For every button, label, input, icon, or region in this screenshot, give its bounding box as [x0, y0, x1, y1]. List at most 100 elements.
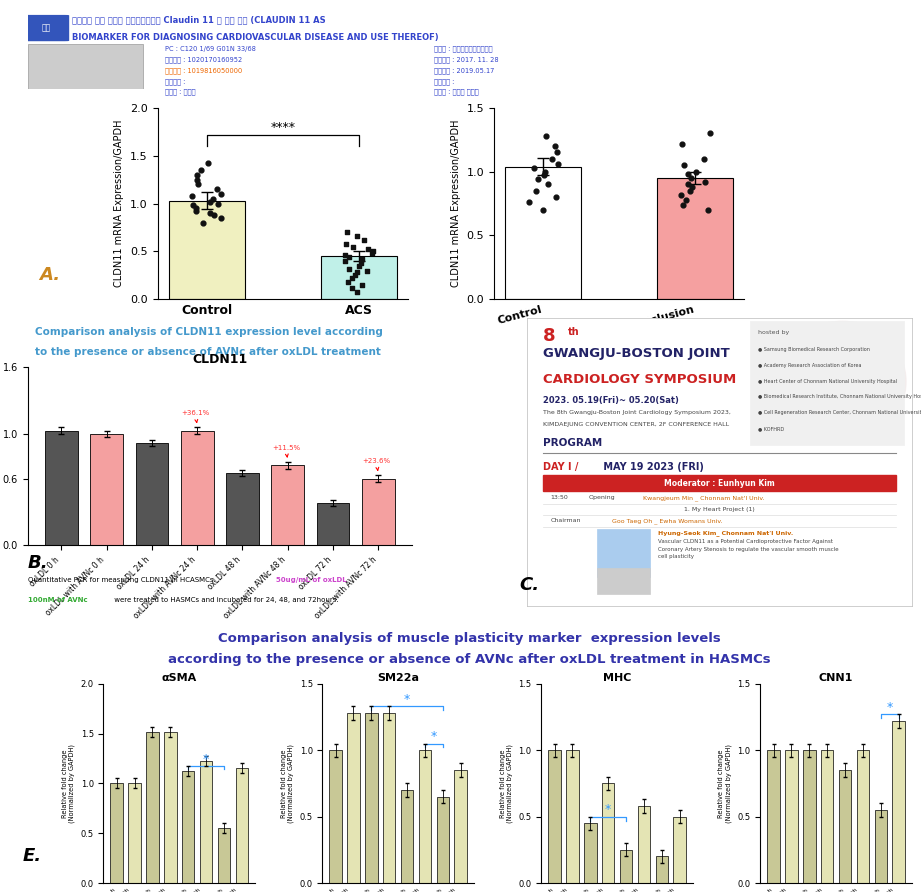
Bar [602, 783, 614, 883]
Title: CLDN11: CLDN11 [192, 353, 248, 367]
Text: were treated to HASMCs and incubated for 24, 48, and 72hours.: were treated to HASMCs and incubated for… [112, 597, 339, 603]
Point [206, 208, 221, 222]
Text: Chairman: Chairman [551, 518, 581, 523]
Bar [217, 829, 230, 883]
Point [211, 196, 226, 211]
Point [365, 246, 379, 260]
Point [213, 211, 227, 225]
Point [189, 204, 204, 219]
Bar [365, 713, 378, 883]
Point [342, 261, 356, 276]
Text: 특허: 특허 [41, 23, 51, 33]
Text: 50ug/mL of oxLDL: 50ug/mL of oxLDL [275, 576, 346, 582]
Bar [90, 434, 123, 545]
Bar [164, 731, 177, 883]
Text: 출원일자 : 2017. 11. 28: 출원일자 : 2017. 11. 28 [435, 56, 499, 63]
Point [541, 178, 555, 192]
Bar [637, 806, 650, 883]
Point [537, 164, 552, 178]
Text: Comparison analysis of CLDN11 expression level according: Comparison analysis of CLDN11 expression… [35, 327, 383, 337]
Bar [128, 783, 141, 883]
Text: ● Heart Center of Chonnam National University Hospital: ● Heart Center of Chonnam National Unive… [758, 379, 897, 384]
Text: GWANGJU-BOSTON JOINT: GWANGJU-BOSTON JOINT [542, 347, 729, 360]
Title: αSMA: αSMA [161, 673, 197, 683]
Text: Quantitative PCR for measuring CLDN11 in HCASMCs.: Quantitative PCR for measuring CLDN11 in… [28, 576, 220, 582]
Text: *: * [605, 803, 612, 816]
Bar [597, 568, 650, 594]
Bar [362, 479, 394, 545]
FancyBboxPatch shape [23, 15, 69, 41]
Bar [227, 473, 259, 545]
Bar [419, 750, 431, 883]
Bar [892, 721, 905, 883]
Bar [821, 750, 834, 883]
Text: Kwangjeum Min _ Chonnam Nat'l Univ.: Kwangjeum Min _ Chonnam Nat'l Univ. [643, 495, 764, 500]
Point [191, 178, 205, 192]
Point [203, 206, 217, 220]
Point [341, 250, 356, 264]
Text: ● Samsung Biomedical Research Corporation: ● Samsung Biomedical Research Corporatio… [758, 347, 870, 352]
Bar [857, 750, 869, 883]
Y-axis label: CLDN11 mRNA Expression/GAPDH: CLDN11 mRNA Expression/GAPDH [114, 120, 124, 287]
Bar [597, 530, 650, 577]
Point [190, 172, 204, 186]
Point [548, 139, 563, 153]
Point [210, 182, 225, 196]
Bar [272, 466, 304, 545]
Bar [506, 167, 581, 299]
Text: KIMDAEJUNG CONVENTION CENTER, 2F CONFERENCE HALL: KIMDAEJUNG CONVENTION CENTER, 2F CONFERE… [542, 422, 729, 426]
Point [347, 268, 362, 283]
Text: *: * [203, 753, 209, 766]
Text: 심혈관계 질환 진단용 바이오마커로서 Claudin 11 및 이의 용도 (CLAUDIN 11 AS: 심혈관계 질환 진단용 바이오마커로서 Claudin 11 및 이의 용도 (… [72, 15, 325, 24]
Point [186, 198, 201, 212]
Y-axis label: Relative fold change
(Normalized by GAPDH): Relative fold change (Normalized by GAPD… [718, 744, 732, 823]
Text: DAY I /: DAY I / [542, 462, 578, 472]
Bar [751, 321, 904, 445]
Text: E.: E. [22, 847, 41, 865]
Bar [548, 750, 561, 883]
Bar [383, 713, 395, 883]
Point [360, 263, 375, 277]
Title: SM22a: SM22a [378, 673, 419, 683]
Bar [875, 810, 887, 883]
Text: Moderator : Eunhyun Kim: Moderator : Eunhyun Kim [664, 479, 775, 488]
Point [349, 229, 364, 244]
Bar [169, 201, 245, 299]
Point [536, 202, 551, 217]
Title: MHC: MHC [603, 673, 631, 683]
Bar [785, 750, 798, 883]
Point [193, 163, 208, 178]
Bar [236, 768, 248, 883]
Point [338, 248, 353, 262]
Text: *: * [887, 700, 892, 714]
Text: The 8th Gwangju-Boston Joint Cardiology Symposium 2023,: The 8th Gwangju-Boston Joint Cardiology … [542, 410, 730, 416]
Bar [656, 856, 668, 883]
Bar [839, 770, 851, 883]
Point [344, 271, 359, 285]
Text: 출원인 : 전남대학교산학협력단: 출원인 : 전남대학교산학협력단 [435, 45, 493, 53]
Bar [584, 823, 597, 883]
Bar [803, 750, 815, 883]
Point [703, 126, 717, 140]
Point [681, 167, 695, 181]
Y-axis label: Relative fold change
(Normalized by GAPDH): Relative fold change (Normalized by GAPD… [281, 744, 294, 823]
Point [190, 168, 204, 182]
Bar [401, 790, 414, 883]
Text: Goo Taeg Oh _ Ewha Womans Univ.: Goo Taeg Oh _ Ewha Womans Univ. [612, 518, 723, 524]
Text: th: th [567, 327, 579, 337]
Text: 공개번호 :: 공개번호 : [165, 78, 185, 85]
Y-axis label: Relative fold change
(Normalized by GAPDH): Relative fold change (Normalized by GAPD… [499, 744, 513, 823]
Bar [767, 750, 780, 883]
Point [697, 175, 712, 189]
Text: PC : C120 1/69 G01N 33/68: PC : C120 1/69 G01N 33/68 [165, 45, 255, 52]
Bar [321, 256, 397, 299]
Point [677, 158, 692, 172]
Bar [566, 750, 578, 883]
Point [356, 233, 371, 247]
Point [345, 239, 360, 253]
Text: PROGRAM: PROGRAM [542, 438, 602, 448]
Text: 등록일자 : 2019.05.17: 등록일자 : 2019.05.17 [435, 67, 495, 74]
Point [360, 243, 375, 257]
Text: ● KOFHRD: ● KOFHRD [758, 426, 784, 431]
Bar [317, 503, 349, 545]
